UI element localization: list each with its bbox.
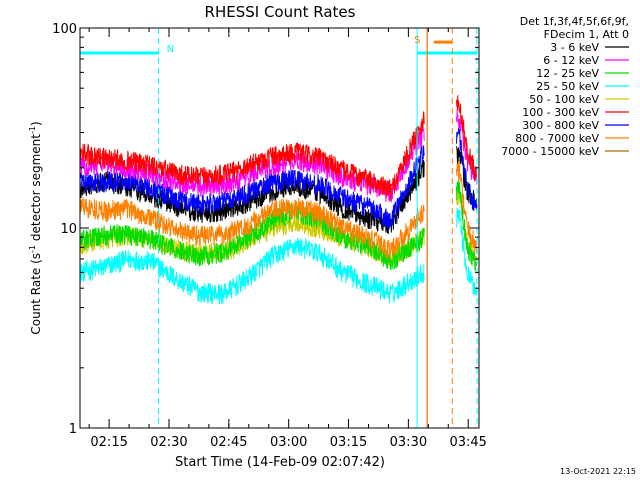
legend-entry-label: 50 - 100 keV <box>529 93 599 106</box>
legend-header-line-2: FDecim 1, Att 0 <box>544 28 629 41</box>
night-label: N <box>167 44 174 55</box>
y-tick-label: 10 <box>60 222 77 237</box>
legend-entry-label: 300 - 800 keV <box>522 119 599 132</box>
series-2-line <box>79 180 478 272</box>
x-tick-label: 02:45 <box>210 435 247 450</box>
y-tick-label: 1 <box>69 422 77 437</box>
series-layer <box>79 95 478 305</box>
legend-header-line-1: Det 1f,3f,4f,5f,6f,9f, <box>520 15 629 28</box>
x-tick-label: 03:30 <box>390 435 427 450</box>
legend-entry-label: 6 - 12 keV <box>543 54 599 67</box>
x-tick-label: 03:45 <box>449 435 486 450</box>
x-tick-label: 02:15 <box>90 435 127 450</box>
legend: Det 1f,3f,4f,5f,6f,9f, FDecim 1, Att 0 3… <box>501 15 629 158</box>
series-5-line <box>79 95 478 201</box>
x-tick-label: 02:30 <box>150 435 187 450</box>
x-tick-label: 03:00 <box>270 435 307 450</box>
chart-title: RHESSI Count Rates <box>205 3 356 21</box>
y-tick-label: 100 <box>52 22 77 37</box>
legend-entry-label: 3 - 6 keV <box>550 41 599 54</box>
legend-entry-label: 100 - 300 keV <box>522 106 599 119</box>
y-axis-label: Count Rate (s-1 detector segment-1) <box>28 121 43 334</box>
x-axis-label: Start Time (14-Feb-09 02:07:42) <box>175 455 385 470</box>
x-tick-label: 03:15 <box>330 435 367 450</box>
legend-entry-label: 800 - 7000 keV <box>515 132 599 145</box>
legend-entry-label: 7000 - 15000 keV <box>501 145 599 158</box>
saa-label: S <box>414 35 420 46</box>
footer-date: 13-Oct-2021 22:15 <box>560 467 636 476</box>
series-3-line <box>79 207 478 305</box>
axis-layer: 1 10 100 02:15 02:30 02:45 03:00 03:15 03:30 03:4… <box>52 22 487 450</box>
legend-entry-label: 12 - 25 keV <box>536 67 599 80</box>
legend-entry-label: 25 - 50 keV <box>536 80 599 93</box>
series-7-line <box>79 159 478 259</box>
